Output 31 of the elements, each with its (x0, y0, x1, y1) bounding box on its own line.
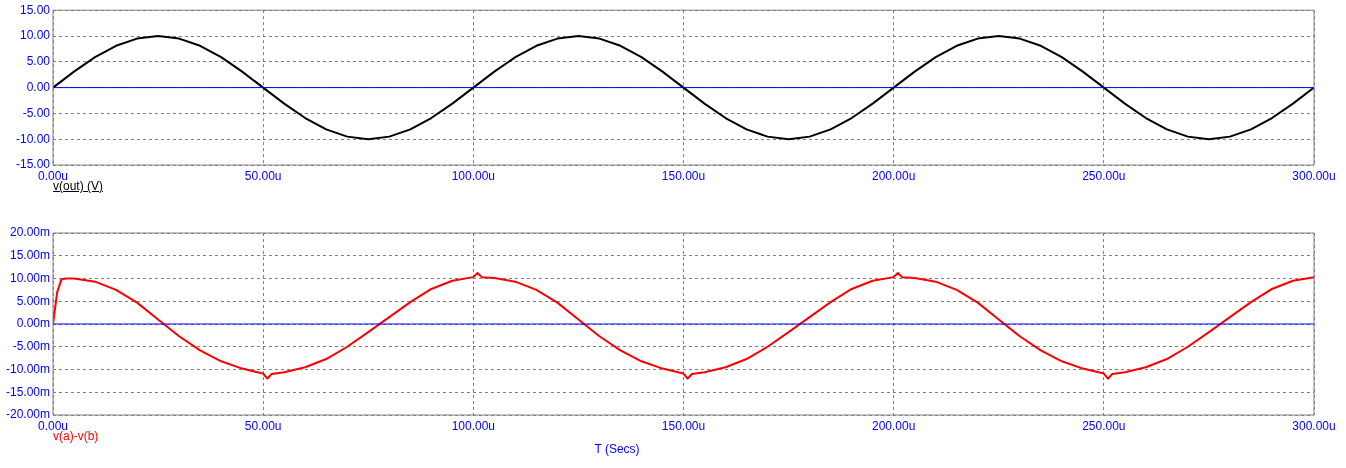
y-tick-label: -20.00m (5, 407, 50, 422)
x-tick-label: 50.00u (244, 418, 282, 433)
x-tick-label: 100.00u (451, 418, 496, 433)
x-tick-label: 50.00u (244, 168, 282, 183)
x-tick-label: 200.00u (871, 418, 916, 433)
y-tick-label: 15.00m (9, 248, 50, 263)
y-tick-label: -5.00 (22, 105, 51, 120)
text: v(a)-v(b) (53, 429, 99, 443)
x-axis-title: T (Secs) (594, 442, 640, 456)
y-tick-label: 5.00 (26, 54, 51, 69)
x-tick-label: 150.00u (661, 418, 706, 433)
x-tick-label: 300.00u (1292, 168, 1336, 183)
y-tick-label: 10.00m (9, 270, 50, 285)
y-tick-label: 10.00 (19, 28, 51, 43)
text: v(out) (V) (53, 179, 104, 193)
x-tick-label: 150.00u (661, 168, 706, 183)
y-tick-label: 15.00 (19, 2, 51, 17)
x-tick-label: 100.00u (451, 168, 496, 183)
y-tick-label: 20.00m (9, 225, 50, 240)
y-tick-label: 0.00m (16, 316, 50, 331)
y-tick-label: -10.00m (5, 361, 50, 376)
y-tick-label: -15.00 (15, 157, 51, 172)
y-tick-label: 0.00 (26, 79, 51, 94)
x-tick-label: 200.00u (871, 168, 916, 183)
y-tick-label: -15.00m (5, 384, 50, 399)
x-tick-label: 300.00u (1292, 418, 1336, 433)
y-tick-label: -5.00m (12, 339, 50, 354)
x-tick-label: 250.00u (1082, 418, 1126, 433)
y-tick-label: 5.00m (16, 293, 50, 308)
y-tick-label: -10.00 (15, 131, 51, 146)
x-tick-label: 250.00u (1082, 168, 1126, 183)
